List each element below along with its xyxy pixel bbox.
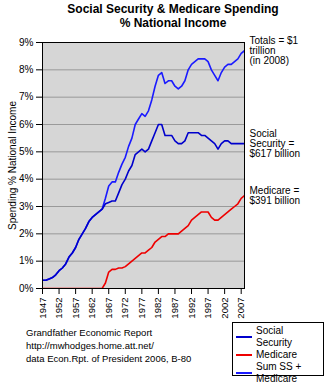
svg-text:5%: 5%	[19, 146, 34, 157]
html-text:data Econ.Rpt. of President 20: data Econ.Rpt. of President 2006, B-80	[26, 353, 192, 364]
html-text:Grandfather Economic Report: Grandfather Economic Report	[26, 327, 153, 338]
svg-text:9%: 9%	[19, 37, 34, 48]
svg-text:4%: 4%	[19, 173, 34, 184]
html-text:http://mwhodges.home.att.net/: http://mwhodges.home.att.net/	[26, 340, 154, 351]
svg-text:1982: 1982	[152, 298, 163, 319]
html-text:Social Security: Social Security	[256, 325, 293, 348]
svg-text:1977: 1977	[136, 298, 147, 319]
svg-text:1952: 1952	[53, 298, 64, 319]
svg-text:8%: 8%	[19, 64, 34, 75]
svg-text:1997: 1997	[202, 298, 213, 319]
svg-text:1947: 1947	[37, 298, 48, 319]
svg-text:1992: 1992	[186, 298, 197, 319]
svg-text:3%: 3%	[19, 201, 34, 212]
svg-text:1957: 1957	[70, 298, 81, 319]
svg-text:2%: 2%	[19, 228, 34, 239]
svg-text:1987: 1987	[169, 298, 180, 319]
svg-text:1967: 1967	[103, 298, 114, 319]
svg-text:0%: 0%	[19, 283, 34, 294]
svg-text:6%: 6%	[19, 119, 34, 130]
svg-text:Totals = $1trillion(in 2008): Totals = $1trillion(in 2008)	[250, 35, 299, 66]
svg-text:SocialSecurity =$617 billion: SocialSecurity =$617 billion	[250, 128, 301, 159]
svg-text:2007: 2007	[235, 298, 246, 319]
html-text:Medicare: Medicare	[256, 349, 298, 360]
svg-text:2002: 2002	[219, 298, 230, 319]
html-text:Social Security & Medicare Spe: Social Security & Medicare Spending	[67, 2, 279, 16]
svg-text:1%: 1%	[19, 255, 34, 266]
svg-text:1962: 1962	[86, 298, 97, 319]
svg-text:7%: 7%	[19, 91, 34, 102]
svg-text:Medicare =$391 billion: Medicare =$391 billion	[250, 185, 301, 206]
svg-text:Spending % National Income: Spending % National Income	[7, 101, 18, 230]
html-text:% National Income: % National Income	[119, 16, 227, 30]
svg-text:1972: 1972	[119, 298, 130, 319]
